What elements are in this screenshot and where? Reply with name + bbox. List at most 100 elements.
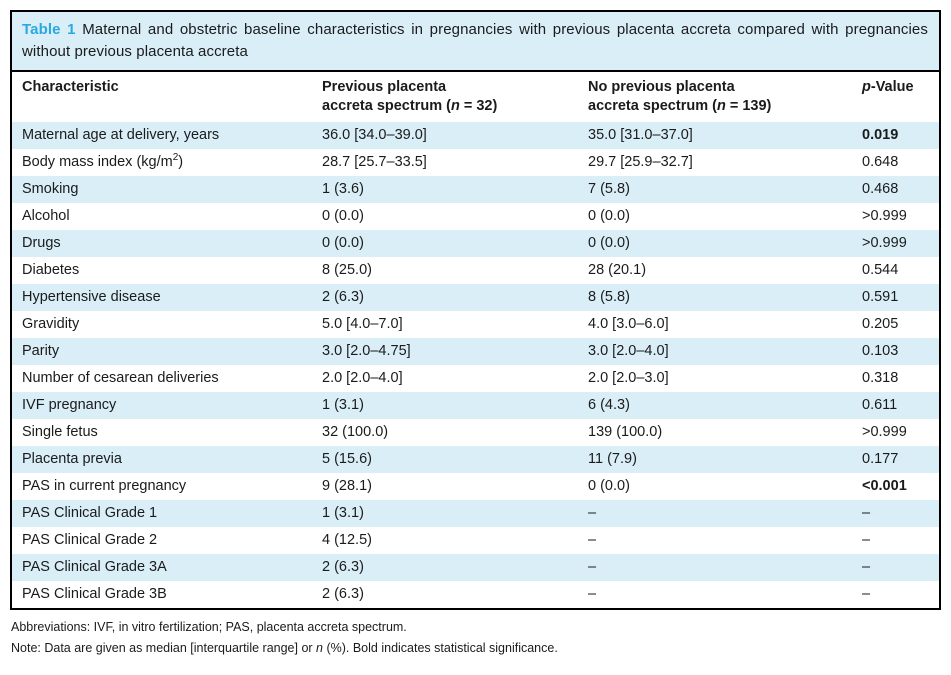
previous-group-cell: 2 (6.3) (322, 586, 364, 602)
characteristic-cell: Body mass index (kg/m2) (22, 152, 184, 170)
previous-group-cell: 2 (6.3) (322, 559, 364, 575)
p-value-cell: 0.205 (862, 316, 899, 332)
table-body: Maternal age at delivery, years 36.0 [34.… (12, 122, 939, 608)
table-container: Table 1 Maternal and obstetric baseline … (10, 10, 941, 610)
characteristic-cell: PAS Clinical Grade 3A (22, 559, 167, 575)
no-previous-group-cell: – (588, 532, 597, 548)
table-row: Alcohol 0 (0.0) 0 (0.0) >0.999 (12, 203, 939, 230)
p-value-cell: 0.591 (862, 289, 899, 305)
p-value-cell: >0.999 (862, 235, 907, 251)
characteristic-cell: Gravidity (22, 316, 80, 332)
no-previous-group-cell: 2.0 [2.0–3.0] (588, 370, 669, 386)
previous-group-cell: 0 (0.0) (322, 235, 364, 251)
previous-group-cell: 8 (25.0) (322, 262, 372, 278)
p-value-cell: >0.999 (862, 424, 907, 440)
previous-group-cell: 28.7 [25.7–33.5] (322, 154, 427, 170)
table-row: Drugs 0 (0.0) 0 (0.0) >0.999 (12, 230, 939, 257)
characteristic-cell: PAS Clinical Grade 2 (22, 532, 158, 548)
p-value-cell: 0.468 (862, 181, 899, 197)
no-previous-group-cell: – (588, 586, 597, 602)
previous-group-cell: 0 (0.0) (322, 208, 364, 224)
p-value-cell: 0.318 (862, 370, 899, 386)
characteristic-cell: PAS in current pregnancy (22, 478, 187, 494)
table-row: PAS Clinical Grade 1 1 (3.1) – – (12, 500, 939, 527)
previous-group-cell: 1 (3.1) (322, 505, 364, 521)
characteristic-cell: IVF pregnancy (22, 397, 117, 413)
p-value-cell: 0.177 (862, 451, 899, 467)
table-row: PAS Clinical Grade 3B 2 (6.3) – – (12, 581, 939, 608)
characteristic-cell: Single fetus (22, 424, 98, 440)
column-header-no-previous-pas: No previous placenta accreta spectrum (n… (578, 72, 852, 122)
no-previous-group-cell: – (588, 505, 597, 521)
table-row: Smoking 1 (3.6) 7 (5.8) 0.468 (12, 176, 939, 203)
no-previous-group-cell: 4.0 [3.0–6.0] (588, 316, 669, 332)
previous-group-cell: 2.0 [2.0–4.0] (322, 370, 403, 386)
previous-group-cell: 4 (12.5) (322, 532, 372, 548)
no-previous-group-cell: 0 (0.0) (588, 478, 630, 494)
abbreviations-footnote: Abbreviations: IVF, in vitro fertilizati… (11, 620, 407, 634)
characteristic-cell: Maternal age at delivery, years (22, 127, 220, 143)
no-previous-group-cell: 7 (5.8) (588, 181, 630, 197)
p-value-cell: – (862, 505, 871, 521)
previous-group-cell: 3.0 [2.0–4.75] (322, 343, 411, 359)
characteristic-cell: Alcohol (22, 208, 70, 224)
baseline-characteristics-table: Characteristic Previous placenta accreta… (12, 72, 939, 608)
previous-group-cell: 2 (6.3) (322, 289, 364, 305)
characteristic-cell: Parity (22, 343, 60, 359)
note-footnote: Note: Data are given as median [interqua… (11, 641, 558, 655)
table-row: Hypertensive disease 2 (6.3) 8 (5.8) 0.591 (12, 284, 939, 311)
column-header-p-value: p-Value (852, 72, 939, 122)
header-row: Characteristic Previous placenta accreta… (12, 72, 939, 122)
previous-group-cell: 36.0 [34.0–39.0] (322, 127, 427, 143)
table-caption-text: Maternal and obstetric baseline characte… (22, 21, 928, 60)
p-value-cell: 0.103 (862, 343, 899, 359)
table-row: Parity 3.0 [2.0–4.75] 3.0 [2.0–4.0] 0.103 (12, 338, 939, 365)
table-row: Single fetus 32 (100.0) 139 (100.0) >0.999 (12, 419, 939, 446)
no-previous-group-cell: 29.7 [25.9–32.7] (588, 154, 693, 170)
p-value-cell: <0.001 (862, 478, 907, 494)
p-value-cell: 0.648 (862, 154, 899, 170)
characteristic-cell: Number of cesarean deliveries (22, 370, 219, 386)
characteristic-cell: Drugs (22, 235, 61, 251)
characteristic-cell: Diabetes (22, 262, 80, 278)
p-value-cell: – (862, 586, 871, 602)
p-value-cell: 0.611 (862, 397, 898, 413)
table-row: IVF pregnancy 1 (3.1) 6 (4.3) 0.611 (12, 392, 939, 419)
p-value-cell: – (862, 559, 871, 575)
no-previous-group-cell: 3.0 [2.0–4.0] (588, 343, 669, 359)
previous-group-cell: 1 (3.6) (322, 181, 364, 197)
footnotes: Abbreviations: IVF, in vitro fertilizati… (11, 617, 941, 659)
previous-group-cell: 32 (100.0) (322, 424, 389, 440)
table-row: PAS Clinical Grade 2 4 (12.5) – – (12, 527, 939, 554)
p-value-cell: 0.019 (862, 127, 899, 143)
p-value-cell: >0.999 (862, 208, 907, 224)
no-previous-group-cell: 0 (0.0) (588, 208, 630, 224)
table-caption: Table 1 Maternal and obstetric baseline … (12, 12, 939, 72)
table-row: Diabetes 8 (25.0) 28 (20.1) 0.544 (12, 257, 939, 284)
table-number-label: Table 1 (22, 21, 76, 38)
previous-group-cell: 1 (3.1) (322, 397, 364, 413)
no-previous-group-cell: 35.0 [31.0–37.0] (588, 127, 693, 143)
column-header-characteristic: Characteristic (12, 72, 312, 122)
no-previous-group-cell: 11 (7.9) (588, 451, 637, 467)
no-previous-group-cell: 0 (0.0) (588, 235, 630, 251)
no-previous-group-cell: 6 (4.3) (588, 397, 630, 413)
characteristic-cell: PAS Clinical Grade 3B (22, 586, 167, 602)
previous-group-cell: 5.0 [4.0–7.0] (322, 316, 403, 332)
p-value-cell: – (862, 532, 871, 548)
no-previous-group-cell: 139 (100.0) (588, 424, 663, 440)
characteristic-cell: Hypertensive disease (22, 289, 161, 305)
table-row: Body mass index (kg/m2) 28.7 [25.7–33.5] 2… (12, 149, 939, 176)
characteristic-cell: Smoking (22, 181, 79, 197)
no-previous-group-cell: – (588, 559, 597, 575)
table-row: Maternal age at delivery, years 36.0 [34.… (12, 122, 939, 149)
table-row: Placenta previa 5 (15.6) 11 (7.9) 0.177 (12, 446, 939, 473)
characteristic-cell: PAS Clinical Grade 1 (22, 505, 158, 521)
p-value-cell: 0.544 (862, 262, 899, 278)
table-row: PAS in current pregnancy 9 (28.1) 0 (0.0) <… (12, 473, 939, 500)
table-header: Characteristic Previous placenta accreta… (12, 72, 939, 122)
table-row: Number of cesarean deliveries 2.0 [2.0–4.… (12, 365, 939, 392)
previous-group-cell: 9 (28.1) (322, 478, 372, 494)
no-previous-group-cell: 28 (20.1) (588, 262, 647, 278)
